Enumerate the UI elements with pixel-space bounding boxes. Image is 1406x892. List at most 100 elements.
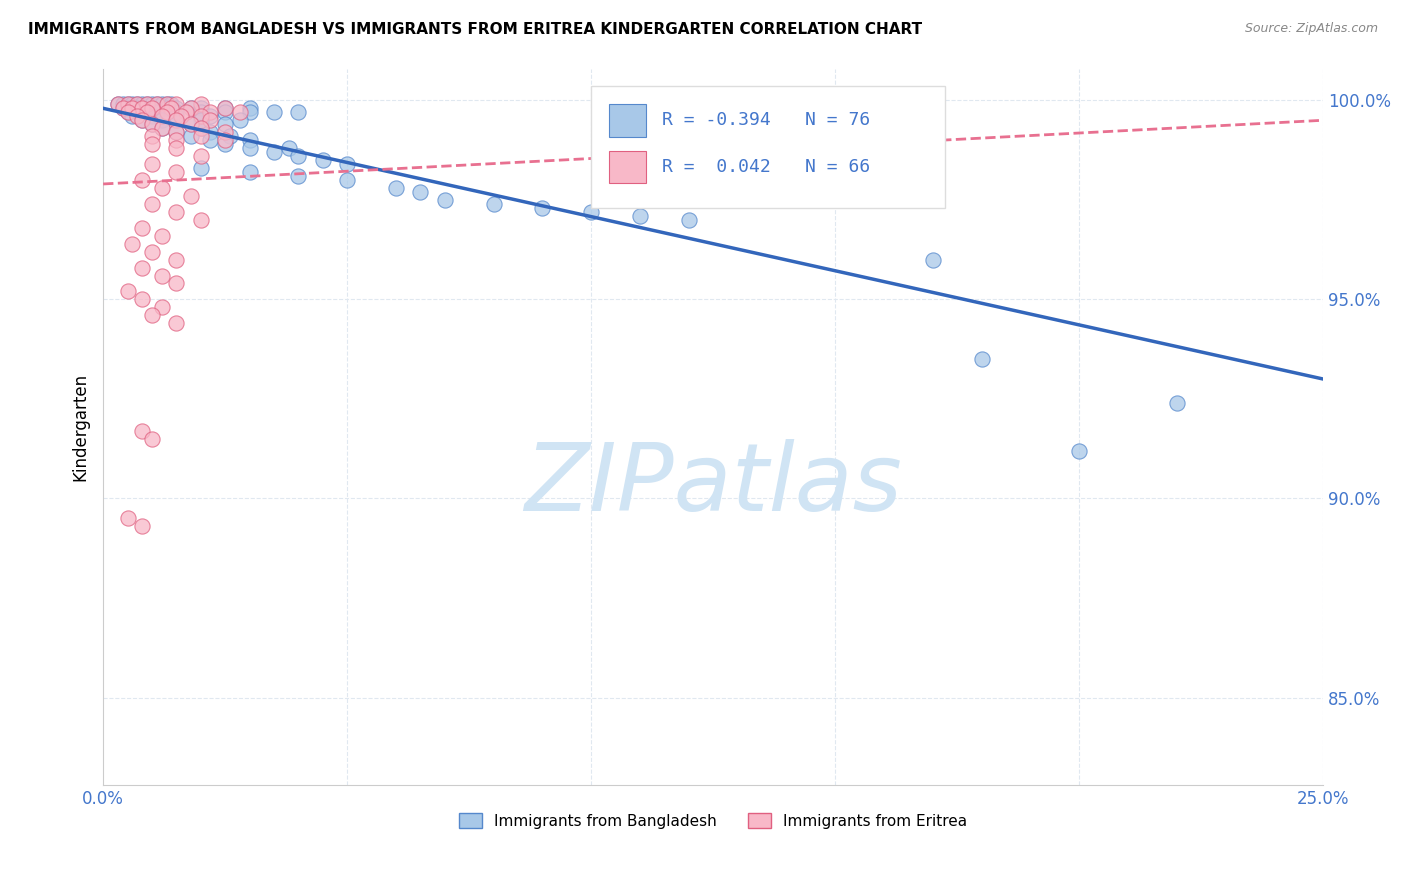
Point [127, 105, 149, 120]
Point [180, 117, 202, 131]
Point [190, 121, 212, 136]
Point [200, 125, 222, 139]
Point [277, 141, 299, 155]
Point [200, 113, 222, 128]
Point [150, 121, 173, 136]
Point [141, 309, 163, 323]
Point [155, 105, 177, 120]
Point [482, 197, 505, 211]
Point [238, 141, 260, 155]
Point [190, 121, 212, 136]
Point [174, 105, 197, 120]
Point [190, 101, 212, 115]
FancyBboxPatch shape [591, 87, 945, 208]
Point [200, 105, 222, 120]
Point [180, 189, 202, 203]
Point [127, 101, 149, 115]
Point [146, 97, 169, 112]
Point [190, 129, 212, 144]
Point [131, 293, 153, 307]
Point [117, 97, 139, 112]
Point [121, 109, 143, 123]
Point [131, 424, 153, 438]
Point [287, 169, 309, 183]
FancyBboxPatch shape [609, 104, 645, 136]
Point [141, 137, 163, 152]
Point [214, 117, 236, 131]
Point [131, 97, 153, 112]
Point [141, 117, 163, 131]
Point [131, 260, 153, 275]
Point [127, 97, 149, 112]
Point [136, 97, 159, 112]
Point [214, 133, 236, 147]
Point [121, 101, 143, 115]
Point [190, 212, 212, 227]
Point [165, 113, 187, 128]
Point [628, 209, 651, 223]
Point [180, 117, 202, 131]
Point [263, 105, 285, 120]
Point [146, 97, 169, 112]
Point [214, 137, 236, 152]
Point [336, 173, 359, 187]
Y-axis label: Kindergarten: Kindergarten [72, 373, 89, 481]
Point [165, 316, 187, 330]
Point [107, 97, 129, 112]
Text: IMMIGRANTS FROM BANGLADESH VS IMMIGRANTS FROM ERITREA KINDERGARTEN CORRELATION C: IMMIGRANTS FROM BANGLADESH VS IMMIGRANTS… [28, 22, 922, 37]
Point [312, 153, 335, 167]
Point [160, 101, 183, 115]
Point [136, 105, 159, 120]
Point [336, 157, 359, 171]
Point [141, 109, 163, 123]
Point [150, 97, 173, 112]
Point [287, 105, 309, 120]
Point [165, 252, 187, 267]
Point [131, 113, 153, 128]
Point [117, 285, 139, 299]
Point [165, 165, 187, 179]
Point [150, 301, 173, 315]
Point [678, 212, 700, 227]
Point [136, 105, 159, 120]
Point [165, 277, 187, 291]
Point [1166, 396, 1188, 410]
Point [165, 97, 187, 112]
Point [165, 141, 187, 155]
Point [165, 101, 187, 115]
Point [136, 97, 159, 112]
Point [150, 268, 173, 283]
Point [190, 105, 212, 120]
Point [180, 101, 202, 115]
Text: R = -0.394: R = -0.394 [662, 112, 770, 129]
Point [190, 113, 212, 128]
Point [165, 105, 187, 120]
Point [150, 181, 173, 195]
Legend: Immigrants from Bangladesh, Immigrants from Eritrea: Immigrants from Bangladesh, Immigrants f… [453, 806, 973, 835]
Point [141, 197, 163, 211]
Point [111, 101, 134, 115]
Point [238, 133, 260, 147]
FancyBboxPatch shape [609, 151, 645, 183]
Point [165, 125, 187, 139]
Point [200, 109, 222, 123]
Text: N = 66: N = 66 [804, 159, 870, 177]
Point [238, 101, 260, 115]
Point [121, 236, 143, 251]
Point [117, 97, 139, 112]
Point [190, 149, 212, 163]
Point [180, 129, 202, 144]
Point [141, 101, 163, 115]
Point [287, 149, 309, 163]
Point [131, 173, 153, 187]
Point [165, 109, 187, 123]
Point [385, 181, 408, 195]
Point [146, 105, 169, 120]
Point [141, 101, 163, 115]
Point [141, 117, 163, 131]
Point [141, 432, 163, 446]
Point [229, 113, 252, 128]
Point [121, 101, 143, 115]
Point [433, 193, 456, 207]
Point [165, 125, 187, 139]
